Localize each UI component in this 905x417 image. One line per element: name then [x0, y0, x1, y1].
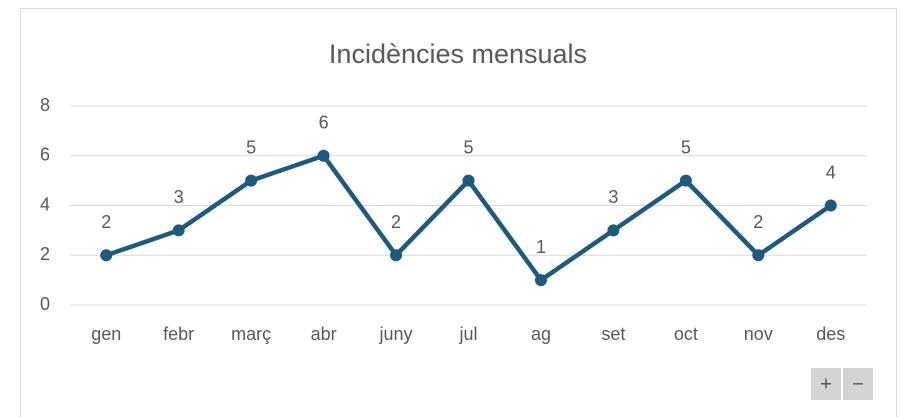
data-label: 2	[753, 212, 763, 232]
x-tick-label: jul	[458, 324, 477, 344]
data-point	[752, 249, 765, 262]
data-point	[462, 174, 475, 187]
x-tick-label: des	[816, 324, 845, 344]
x-tick-label: oct	[674, 324, 698, 344]
zoom-in-button[interactable]	[811, 368, 841, 400]
data-label: 5	[246, 137, 256, 157]
data-label: 3	[174, 187, 184, 207]
zoom-out-label[interactable]: −	[852, 373, 864, 395]
x-tick-label: febr	[163, 324, 194, 344]
data-label: 2	[101, 212, 111, 232]
data-label: 5	[463, 137, 473, 157]
data-label: 2	[391, 212, 401, 232]
x-tick-label: gen	[91, 324, 121, 344]
data-point	[172, 224, 185, 237]
x-tick-label: ag	[531, 324, 551, 344]
data-label: 1	[536, 237, 546, 257]
data-point	[390, 249, 403, 262]
data-point	[824, 199, 837, 212]
chart-title: Incidències mensuals	[329, 39, 587, 69]
x-tick-label: nov	[744, 324, 773, 344]
x-tick-label: juny	[379, 324, 413, 344]
y-tick-label: 8	[40, 95, 50, 115]
data-label: 3	[608, 187, 618, 207]
zoom-out-button[interactable]	[843, 368, 873, 400]
data-label: 6	[319, 113, 329, 133]
x-tick-label: set	[601, 324, 625, 344]
zoom-in-label[interactable]: +	[820, 373, 832, 395]
data-point	[245, 174, 258, 187]
y-tick-label: 6	[40, 145, 50, 165]
data-point	[534, 274, 547, 287]
data-point	[607, 224, 620, 237]
data-point	[100, 249, 113, 262]
data-label: 5	[681, 137, 691, 157]
y-tick-label: 2	[40, 244, 50, 264]
data-label: 4	[826, 162, 836, 182]
y-tick-label: 4	[40, 194, 50, 214]
x-tick-label: març	[231, 324, 271, 344]
data-point	[679, 174, 692, 187]
y-tick-label: 0	[40, 294, 50, 314]
data-point	[317, 149, 330, 162]
chart-frame	[20, 8, 897, 417]
x-tick-label: abr	[311, 324, 337, 344]
